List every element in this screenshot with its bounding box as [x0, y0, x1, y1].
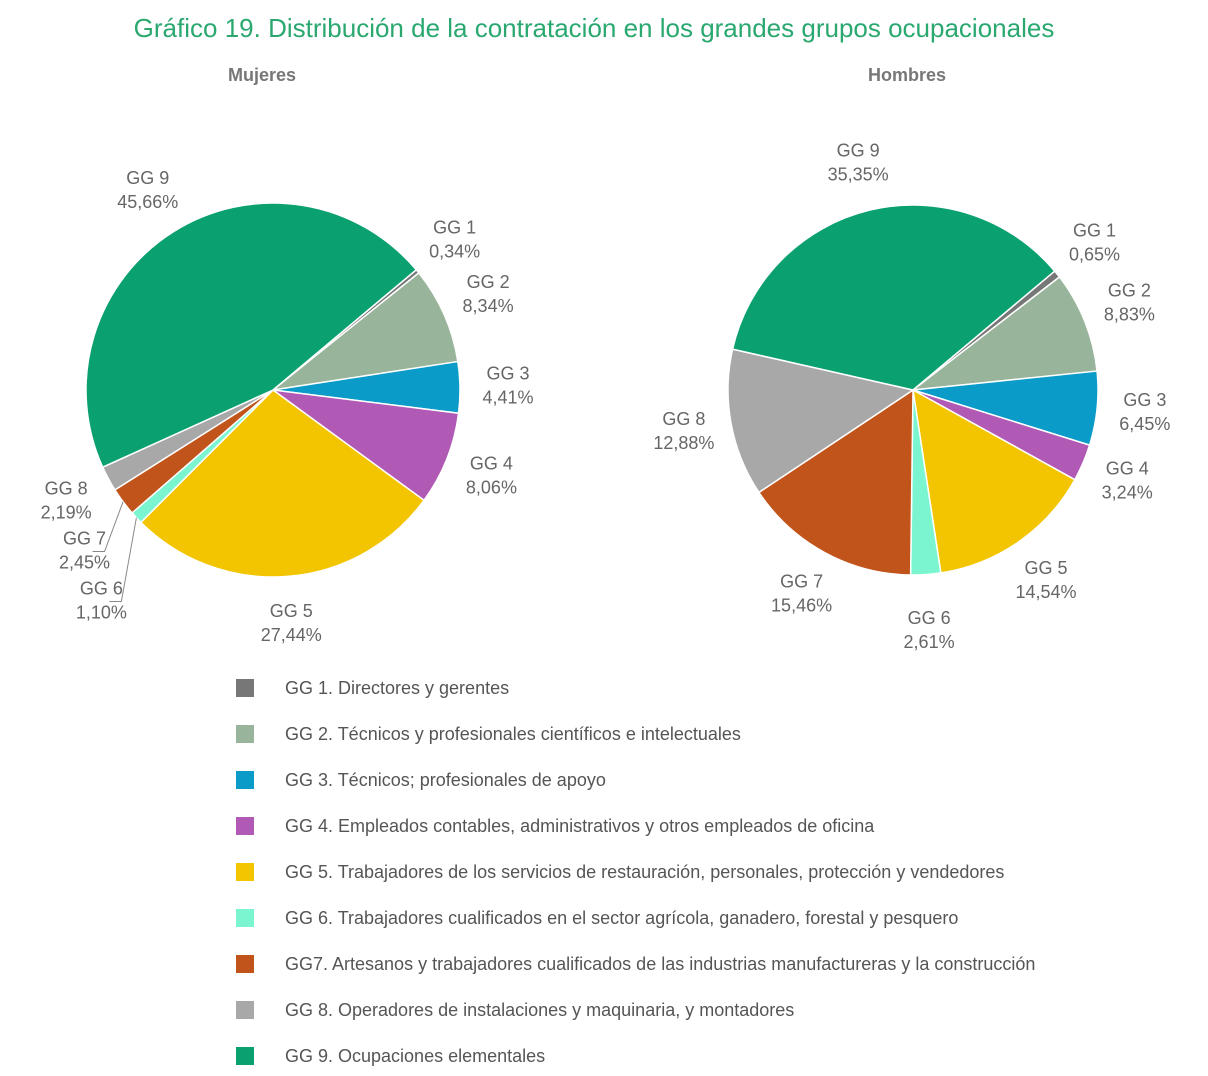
slice-value-label: 0,65%	[1069, 245, 1120, 265]
slice-category: GG 5	[270, 601, 313, 621]
slice-value-label: 0,34%	[429, 242, 480, 262]
slice-value-label: 8,34%	[463, 296, 514, 316]
slice-category: GG 4	[470, 453, 513, 473]
slice-category: GG 8	[45, 478, 88, 498]
legend-swatch	[236, 909, 254, 927]
slice-value-label: 14,54%	[1016, 582, 1077, 602]
pie-title: Hombres	[868, 65, 946, 85]
legend-swatch	[236, 725, 254, 743]
slice-category: GG 9	[126, 168, 169, 188]
legend-label: GG 8. Operadores de instalaciones y maqu…	[285, 1000, 794, 1020]
chart-title: Gráfico 19. Distribución de la contratac…	[134, 13, 1055, 43]
legend-label: GG 5. Trabajadores de los servicios de r…	[285, 862, 1004, 882]
slice-value-label: 2,61%	[904, 632, 955, 652]
slice-category: GG 5	[1025, 558, 1068, 578]
pie-slice	[731, 204, 1056, 391]
pie-slice	[757, 388, 914, 576]
slice-category: GG 2	[467, 272, 510, 292]
slice-value-label: 4,41%	[482, 387, 533, 407]
legend-label: GG 3. Técnicos; profesionales de apoyo	[285, 770, 606, 790]
slice-value-label: 8,83%	[1104, 304, 1155, 324]
pie-slice	[270, 271, 459, 392]
pie-title: Mujeres	[228, 65, 296, 85]
legend-label: GG 4. Empleados contables, administrativ…	[285, 816, 875, 836]
legend-swatch	[236, 1047, 254, 1065]
legend-label: GG 6. Trabajadores cualificados en el se…	[285, 908, 958, 928]
legend-label: GG7. Artesanos y trabajadores cualificad…	[285, 954, 1035, 974]
legend-swatch	[236, 817, 254, 835]
legend-swatch	[236, 863, 254, 881]
legend-label: GG 1. Directores y gerentes	[285, 678, 509, 698]
pie-slice	[270, 388, 460, 502]
slice-category: GG 7	[63, 528, 106, 548]
pie-slice	[139, 389, 426, 578]
slice-value-label: 6,45%	[1119, 414, 1170, 434]
slice-category: GG 6	[80, 578, 123, 598]
leader-line	[109, 517, 137, 603]
legend-label: GG 9. Ocupaciones elementales	[285, 1046, 545, 1066]
slice-category: GG 8	[662, 409, 705, 429]
legend-label: GG 2. Técnicos y profesionales científic…	[285, 724, 741, 744]
slice-category: GG 2	[1108, 280, 1151, 300]
legend-swatch	[236, 955, 254, 973]
pie-slice	[727, 348, 915, 494]
slice-category: GG 7	[780, 571, 823, 591]
slice-category: GG 1	[1073, 221, 1116, 241]
legend-swatch	[236, 771, 254, 789]
slice-value-label: 3,24%	[1102, 482, 1153, 502]
slice-value-label: 1,10%	[76, 602, 127, 622]
legend-swatch	[236, 1001, 254, 1019]
pie-slice	[912, 388, 1076, 574]
slice-value-label: 27,44%	[261, 625, 322, 645]
legend-swatch	[236, 679, 254, 697]
slice-category: GG 3	[1123, 390, 1166, 410]
slice-value-label: 12,88%	[653, 433, 714, 453]
slice-category: GG 9	[837, 140, 880, 160]
slice-category: GG 3	[486, 363, 529, 383]
slice-category: GG 1	[433, 218, 476, 238]
slice-category: GG 6	[908, 608, 951, 628]
pie-slice	[910, 275, 1098, 392]
slice-value-label: 45,66%	[117, 192, 178, 212]
slice-value-label: 2,45%	[59, 552, 110, 572]
slice-category: GG 4	[1106, 458, 1149, 478]
leader-line	[92, 501, 124, 553]
slice-value-label: 15,46%	[771, 595, 832, 615]
slice-value-label: 35,35%	[828, 164, 889, 184]
pie-slice	[85, 202, 418, 469]
slice-value-label: 8,06%	[466, 477, 517, 497]
slice-value-label: 2,19%	[41, 502, 92, 522]
